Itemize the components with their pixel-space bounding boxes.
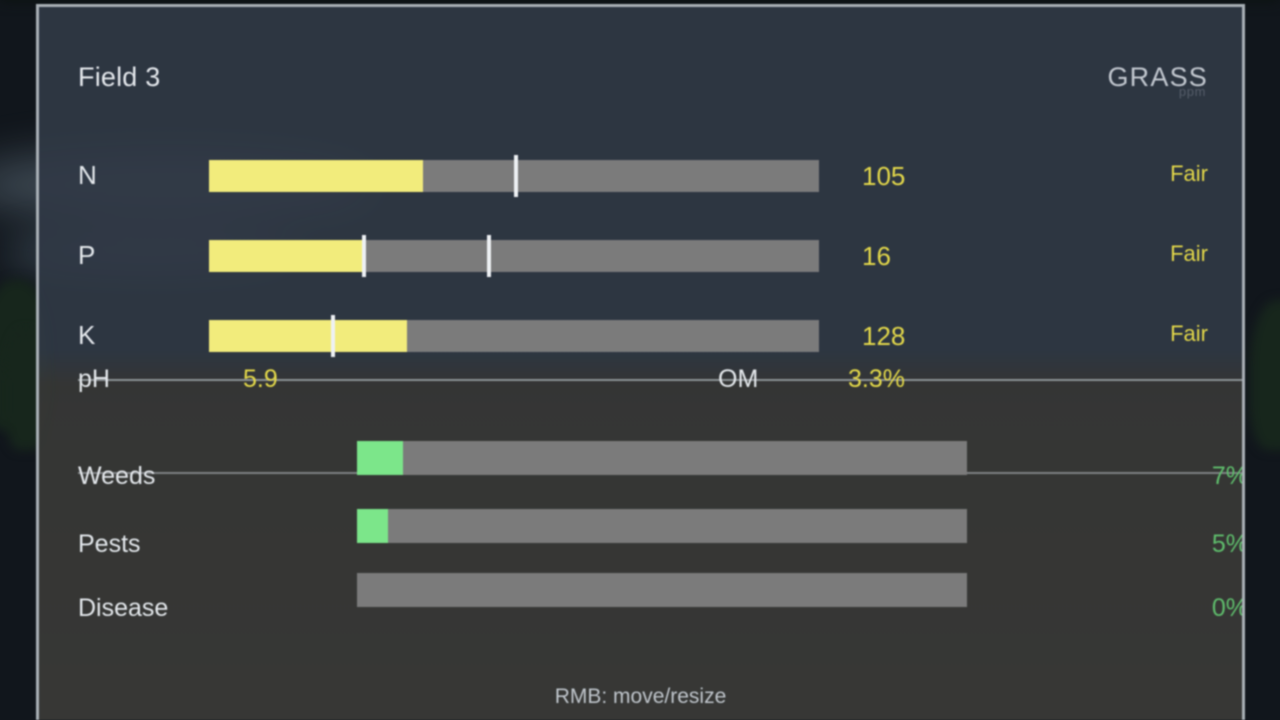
pressure-label: Weeds [78, 462, 156, 490]
nutrient-value: 105 [862, 161, 906, 191]
pressure-bar-track [357, 441, 967, 475]
tree-silhouette [1250, 300, 1280, 450]
nutrient-target-marker [514, 155, 518, 197]
panel-hint-text: RMB: move/resize [554, 685, 727, 708]
pressure-value: 0% [1211, 594, 1245, 622]
pressure-bar-fill [357, 441, 403, 475]
nutrient-bar-fill [209, 160, 423, 192]
nutrient-label: P [78, 240, 96, 270]
nutrient-row-p: P 16 Fair [78, 232, 1208, 280]
crop-type-subtitle: ppm [1178, 84, 1206, 99]
nutrient-value: 128 [862, 321, 906, 351]
nutrient-bar-track [209, 155, 819, 197]
status-badge: Fair [1170, 241, 1208, 266]
nutrient-row-k: K 128 Fair [78, 312, 1208, 360]
ph-value: 5.9 [243, 365, 278, 393]
divider [78, 379, 1242, 381]
pressure-bar-track [357, 573, 967, 607]
pressure-row-disease: Disease 0% [78, 573, 1245, 632]
nutrient-bar-fill [209, 240, 362, 272]
soil-ph-om-row: pH 5.9 OM 3.3% [78, 365, 1242, 403]
panel-header: Field 3 GRASS ppm [78, 62, 1208, 106]
nutrient-label: K [78, 320, 96, 350]
status-badge: Fair [1170, 161, 1208, 186]
pressure-bar-track [357, 509, 967, 543]
nutrient-target-marker [361, 235, 366, 277]
pressure-label: Pests [78, 530, 141, 558]
page-title: Field 3 [78, 62, 161, 92]
pressure-row-weeds: Weeds 7% [78, 441, 1245, 500]
om-value: 3.3% [848, 365, 905, 393]
status-badge: Fair [1170, 321, 1208, 346]
nutrient-value: 16 [862, 241, 891, 271]
om-label: OM [718, 365, 759, 393]
pressure-value: 7% [1211, 462, 1245, 490]
field-info-panel[interactable]: Field 3 GRASS ppm N 105 Fair P 16 [36, 4, 1245, 720]
crop-type: GRASS ppm [1107, 62, 1208, 99]
pressure-value: 5% [1211, 530, 1245, 558]
nutrient-bar-track [209, 235, 819, 277]
crop-type-label: GRASS [1107, 62, 1208, 92]
ph-label: pH [78, 365, 110, 393]
pressure-bar-fill [357, 509, 388, 543]
nutrient-target-marker [486, 235, 491, 277]
nutrient-row-n: N 105 Fair [78, 152, 1208, 200]
nutrient-label: N [78, 160, 97, 190]
pressure-label: Disease [78, 594, 169, 622]
pressure-row-pests: Pests 5% [78, 509, 1245, 568]
nutrient-bar-fill [209, 320, 408, 352]
nutrient-target-marker [331, 315, 335, 357]
nutrient-bar-track [209, 315, 819, 357]
